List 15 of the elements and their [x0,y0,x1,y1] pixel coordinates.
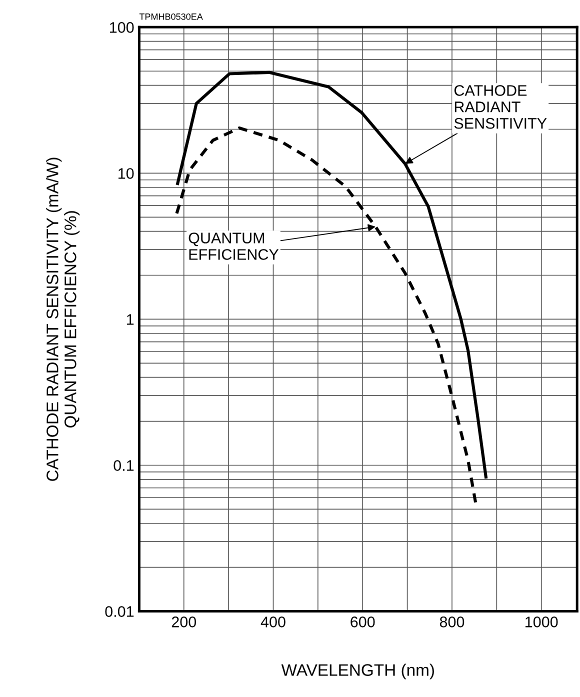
x-tick-label: 600 [350,616,375,628]
x-axis-title: WAVELENGTH (nm) [281,664,434,680]
x-tick-label: 200 [172,616,196,628]
x-tick-label: 1000 [526,616,558,628]
x-tick-label: 800 [440,616,464,628]
y-tick-label: 1 [127,314,134,325]
annotation: CATHODE RADIANT SENSITIVITY [454,85,547,129]
y-axis-title: CATHODE RADIANT SENSITIVITY (mA/W) QUANTUM EFFICIENCY (%) [46,158,80,481]
annotation: QUANTUM EFFICIENCY [188,232,279,260]
y-tick-label: 100 [110,22,134,33]
y-tick-label: 0.1 [114,460,134,471]
text: TPMHB0530EA [139,13,203,20]
y-tick-label: 10 [118,168,134,179]
y-tick-label: 0.01 [105,606,134,617]
x-tick-label: 400 [260,616,286,628]
